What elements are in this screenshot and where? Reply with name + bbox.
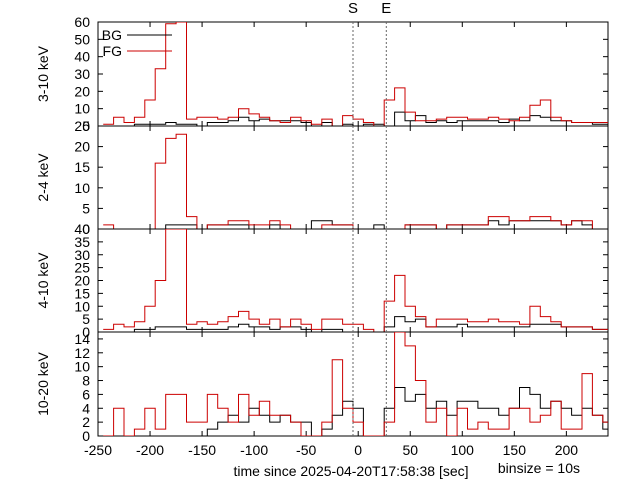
y-tick-label: 8 [82, 373, 90, 389]
x-tick-label: -150 [188, 442, 216, 458]
y-tick-label: 4 [82, 400, 90, 416]
y-tick-label: 0 [82, 324, 90, 340]
marker-label-s: S [348, 0, 358, 17]
series-bg [103, 316, 608, 332]
legend-label-bg: BG [102, 27, 122, 43]
y-tick-label: 2 [82, 414, 90, 430]
y-tick-label: 60 [74, 14, 90, 30]
y-axis-label: 3-10 keV [35, 45, 51, 102]
y-tick-label: 20 [74, 139, 90, 155]
series-fg [103, 332, 608, 436]
panel-1: 0 5 10 15 20 25 2-4 keV [35, 118, 609, 237]
y-tick-label: 40 [74, 221, 90, 237]
series-bg [103, 220, 608, 229]
x-tick-label: -250 [84, 442, 112, 458]
x-tick-label: 150 [503, 442, 527, 458]
x-tick-label: 200 [555, 442, 579, 458]
panel-frame [97, 228, 609, 333]
y-tick-label: 0 [82, 118, 90, 134]
series-bg [103, 111, 608, 126]
x-tick-label: -50 [296, 442, 316, 458]
y-tick-label: 30 [74, 66, 90, 82]
x-tick-label: 100 [451, 442, 475, 458]
y-axis-label: 10-20 keV [35, 351, 51, 415]
y-tick-label: 30 [74, 247, 90, 263]
x-tick-label: -100 [240, 442, 268, 458]
y-tick-label: 40 [74, 49, 90, 65]
y-tick-label: 15 [74, 159, 90, 175]
y-tick-label: 10 [74, 101, 90, 117]
x-tick-label: 50 [402, 442, 418, 458]
series-fg [103, 133, 608, 229]
series-fg [103, 22, 608, 126]
y-tick-label: 12 [74, 345, 90, 361]
x-axis-label: time since 2025-04-20T17:58:38 [sec] [233, 463, 468, 479]
binsize-label: binsize = 10s [498, 460, 580, 476]
y-tick-label: 25 [74, 118, 90, 134]
panel-frame [97, 125, 609, 230]
y-tick-label: 35 [74, 234, 90, 250]
y-tick-label: 0 [82, 428, 90, 444]
y-tick-label: 50 [74, 31, 90, 47]
y-axis-label: 4-10 keV [35, 252, 51, 309]
y-tick-label: 14 [74, 331, 90, 347]
y-tick-label: 20 [74, 273, 90, 289]
y-tick-label: 10 [74, 359, 90, 375]
marker-label-e: E [381, 0, 391, 17]
x-axis: -250 -200 -150 -100 -50 0 50 100 150 200 [84, 442, 578, 458]
x-tick-label: 0 [354, 442, 362, 458]
y-tick-label: 6 [82, 386, 90, 402]
y-tick-label: 10 [74, 180, 90, 196]
y-tick-label: 5 [82, 311, 90, 327]
series-fg [103, 229, 608, 332]
y-tick-label: 20 [74, 83, 90, 99]
x-tick-label: -200 [136, 442, 164, 458]
y-tick-label: 5 [82, 200, 90, 216]
y-tick-label: 25 [74, 260, 90, 276]
y-tick-label: 15 [74, 285, 90, 301]
y-tick-label: 0 [82, 221, 90, 237]
legend-label-fg: FG [103, 43, 122, 59]
y-axis-label: 2-4 keV [35, 153, 51, 202]
y-tick-label: 10 [74, 298, 90, 314]
